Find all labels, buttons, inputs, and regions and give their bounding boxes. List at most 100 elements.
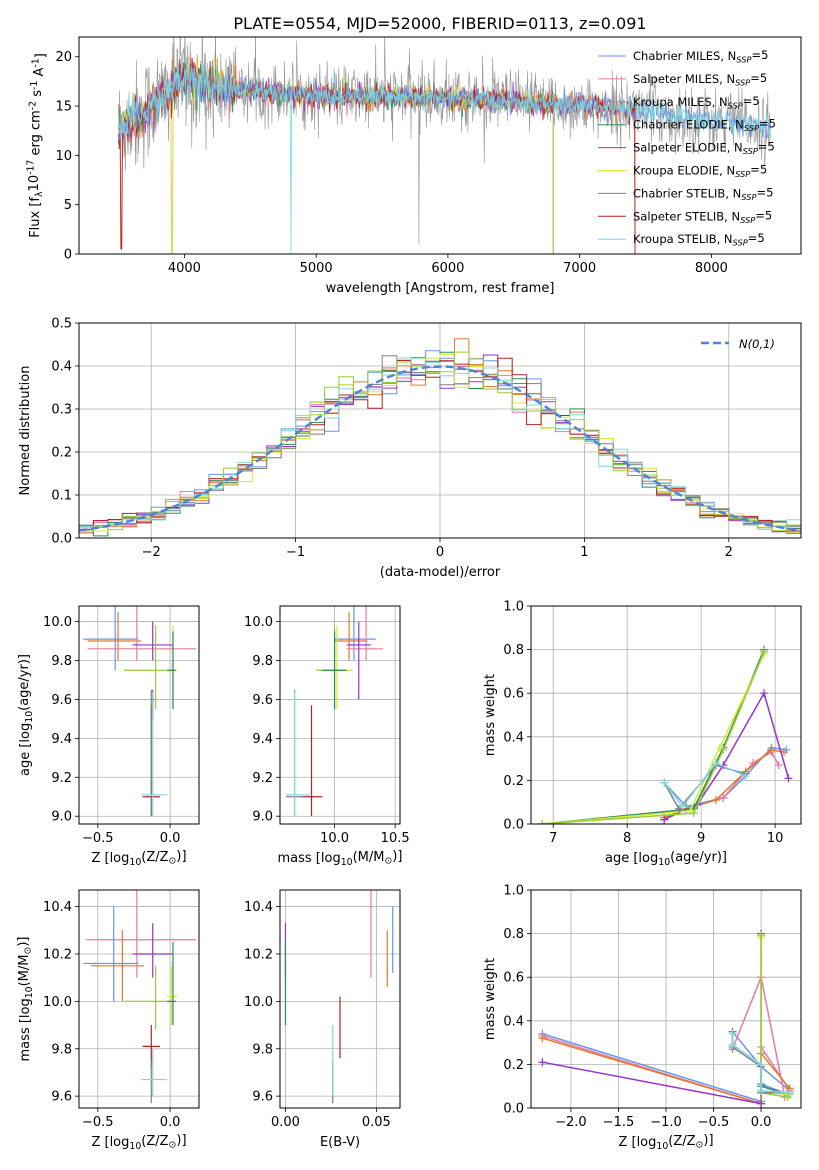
weight-point-marker xyxy=(719,793,728,802)
errorbar-point xyxy=(86,890,197,978)
axes-frame xyxy=(279,889,401,1109)
errorbar-point xyxy=(346,621,371,700)
errorbar-point xyxy=(83,606,139,671)
weight-point-marker xyxy=(660,778,669,787)
legend-label: Kroupa MILES, NSSP​=5 xyxy=(633,94,760,110)
axes-frame xyxy=(78,36,802,255)
errorbar-point xyxy=(123,625,176,710)
y-tick-label: 0.6 xyxy=(503,687,524,702)
weight-series xyxy=(660,758,750,811)
weight_vs_age-panel: 7 8 9 10 0.0 0.2 0.4 0.6 0.8 1.0 age [log10​(age/y… xyxy=(483,600,802,868)
y-tick-label: 0.6 xyxy=(503,971,524,986)
y-tick-label: 0.0 xyxy=(503,1102,524,1117)
y-tick-label: 15 xyxy=(55,100,72,115)
histogram-step-line xyxy=(79,357,801,530)
weight-series xyxy=(660,743,791,811)
y-tick-label: 0.2 xyxy=(503,1058,524,1073)
y-tick-label: 9.2 xyxy=(51,771,72,786)
weight-point-marker xyxy=(719,745,728,754)
weight-series-line xyxy=(542,653,765,824)
legend-label: Chabrier STELIB, NSSP​=5 xyxy=(633,185,773,201)
y-tick-label: 10.4 xyxy=(244,900,273,915)
x-axis-label: (data-model)/error xyxy=(380,565,501,580)
x-tick-label: 9 xyxy=(697,831,705,846)
legend: Chabrier MILES, NSSP​=5 Salpeter MILES, N… xyxy=(598,48,776,248)
x-tick-label: 1 xyxy=(580,545,588,560)
weight-point-marker xyxy=(538,1058,547,1067)
spectrum-panel: Chabrier MILES, NSSP​=5 Salpeter MILES, N… xyxy=(26,14,802,296)
y-tick-label: 10.0 xyxy=(244,995,273,1010)
errorbar-point xyxy=(132,621,173,661)
x-tick-label: 0.00 xyxy=(271,1115,300,1130)
weight-point-marker xyxy=(728,1040,737,1049)
legend-label: Chabrier MILES, NSSP​=5 xyxy=(633,48,768,64)
weight-series-line xyxy=(663,691,790,821)
weight-series xyxy=(538,1058,766,1108)
gaussian-curve xyxy=(79,365,801,532)
weight-series xyxy=(757,929,794,1099)
y-tick-label: 10.2 xyxy=(43,947,72,962)
x-tick-label: 0.05 xyxy=(362,1115,391,1130)
weight-point-marker xyxy=(760,689,769,698)
errorbar-point xyxy=(90,930,145,1002)
legend-label: N(0,1) xyxy=(739,337,775,351)
y-tick-label: 20 xyxy=(55,50,72,65)
x-tick-label: −2.0 xyxy=(555,1115,587,1130)
errorbar-point xyxy=(167,625,178,710)
weight-series xyxy=(538,649,769,824)
y-tick-label: 9.6 xyxy=(51,1090,72,1105)
x-tick-label: −2 xyxy=(142,545,161,560)
weight-series xyxy=(538,647,769,824)
y-tick-label: 9.8 xyxy=(252,1042,273,1057)
x-tick-label: −0.5 xyxy=(82,1115,114,1130)
mass_vs_Z-panel: −0.5 0.0 9.6 9.8 10.0 10.2 10.4 Z [log10​(Z/Z⊙​… xyxy=(16,889,200,1152)
y-axis-label: age [log10​(age/yr)] xyxy=(17,654,35,776)
weight-point-marker xyxy=(711,796,720,805)
weight-series xyxy=(728,1029,794,1097)
x-tick-label: 7000 xyxy=(563,261,596,276)
y-tick-label: 0.2 xyxy=(51,446,72,461)
weight-series-line xyxy=(542,651,765,824)
residuals-panel: N(0,1) −2 −1 0 1 2 0.0 0.1 0.2 0.3 0.4 0.5 (data-mod… xyxy=(18,317,802,580)
x-tick-label: 7 xyxy=(549,831,557,846)
weight-point-marker xyxy=(784,774,793,783)
spectrum-plot-area xyxy=(118,37,772,254)
weight-point-marker xyxy=(689,809,698,818)
errorbar-point xyxy=(286,689,305,817)
y-tick-label: 9.8 xyxy=(252,654,273,669)
x-tick-label: −1.0 xyxy=(650,1115,682,1130)
errorbar-point xyxy=(141,1048,168,1097)
y-tick-label: 9.6 xyxy=(252,1090,273,1105)
y-axis-label: mass [log10​(M/M⊙​)] xyxy=(16,937,35,1062)
y-tick-label: 9.4 xyxy=(51,732,72,747)
chart-title: PLATE=0554, MJD=52000, FIBERID=0113, z=0… xyxy=(233,14,646,33)
errorbar-point xyxy=(167,631,176,710)
errorbar-point xyxy=(123,965,176,1030)
x-axis-label: Z [log10​(Z/Z⊙​)] xyxy=(618,1133,713,1152)
x-tick-label: 6000 xyxy=(431,261,464,276)
y-tick-label: 0.4 xyxy=(51,360,72,375)
residuals-plot-area xyxy=(79,338,801,537)
x-tick-label: 5000 xyxy=(300,261,333,276)
y-tick-label: 10.2 xyxy=(244,947,273,962)
y-tick-label: 0.3 xyxy=(51,403,72,418)
y-axis-label: mass weight xyxy=(483,674,498,756)
y-tick-label: 0 xyxy=(64,248,72,263)
y-tick-label: 5 xyxy=(64,198,72,213)
weight-point-marker xyxy=(757,1099,766,1108)
errorbar-point xyxy=(167,965,178,1026)
errorbar-point xyxy=(87,606,197,661)
y-tick-label: 9.6 xyxy=(252,693,273,708)
x-tick-label: 0.0 xyxy=(160,831,181,846)
y-tick-label: 0.0 xyxy=(503,818,524,833)
weight_vs_Z-panel: −2.0 −1.5 −1.0 −0.5 0.0 0.0 0.2 0.4 0.6 0.8 1.0 Z [… xyxy=(483,884,802,1152)
y-axis-label: mass weight xyxy=(483,958,498,1040)
weight-point-marker xyxy=(711,758,720,767)
age_vs_Z-panel: −0.5 0.0 9.0 9.2 9.4 9.6 9.8 10.0 Z [log10​(Z/Z⊙… xyxy=(17,605,200,868)
errorbar-point xyxy=(141,691,168,817)
axes-frame xyxy=(78,889,200,1109)
y-tick-label: 10.0 xyxy=(43,615,72,630)
errorbar-point xyxy=(286,691,311,817)
weight-point-marker xyxy=(785,1088,794,1097)
y-axis-label: Flux [fλ​10-17​ erg cm-2​ s-1​ A-1​] xyxy=(26,53,49,238)
